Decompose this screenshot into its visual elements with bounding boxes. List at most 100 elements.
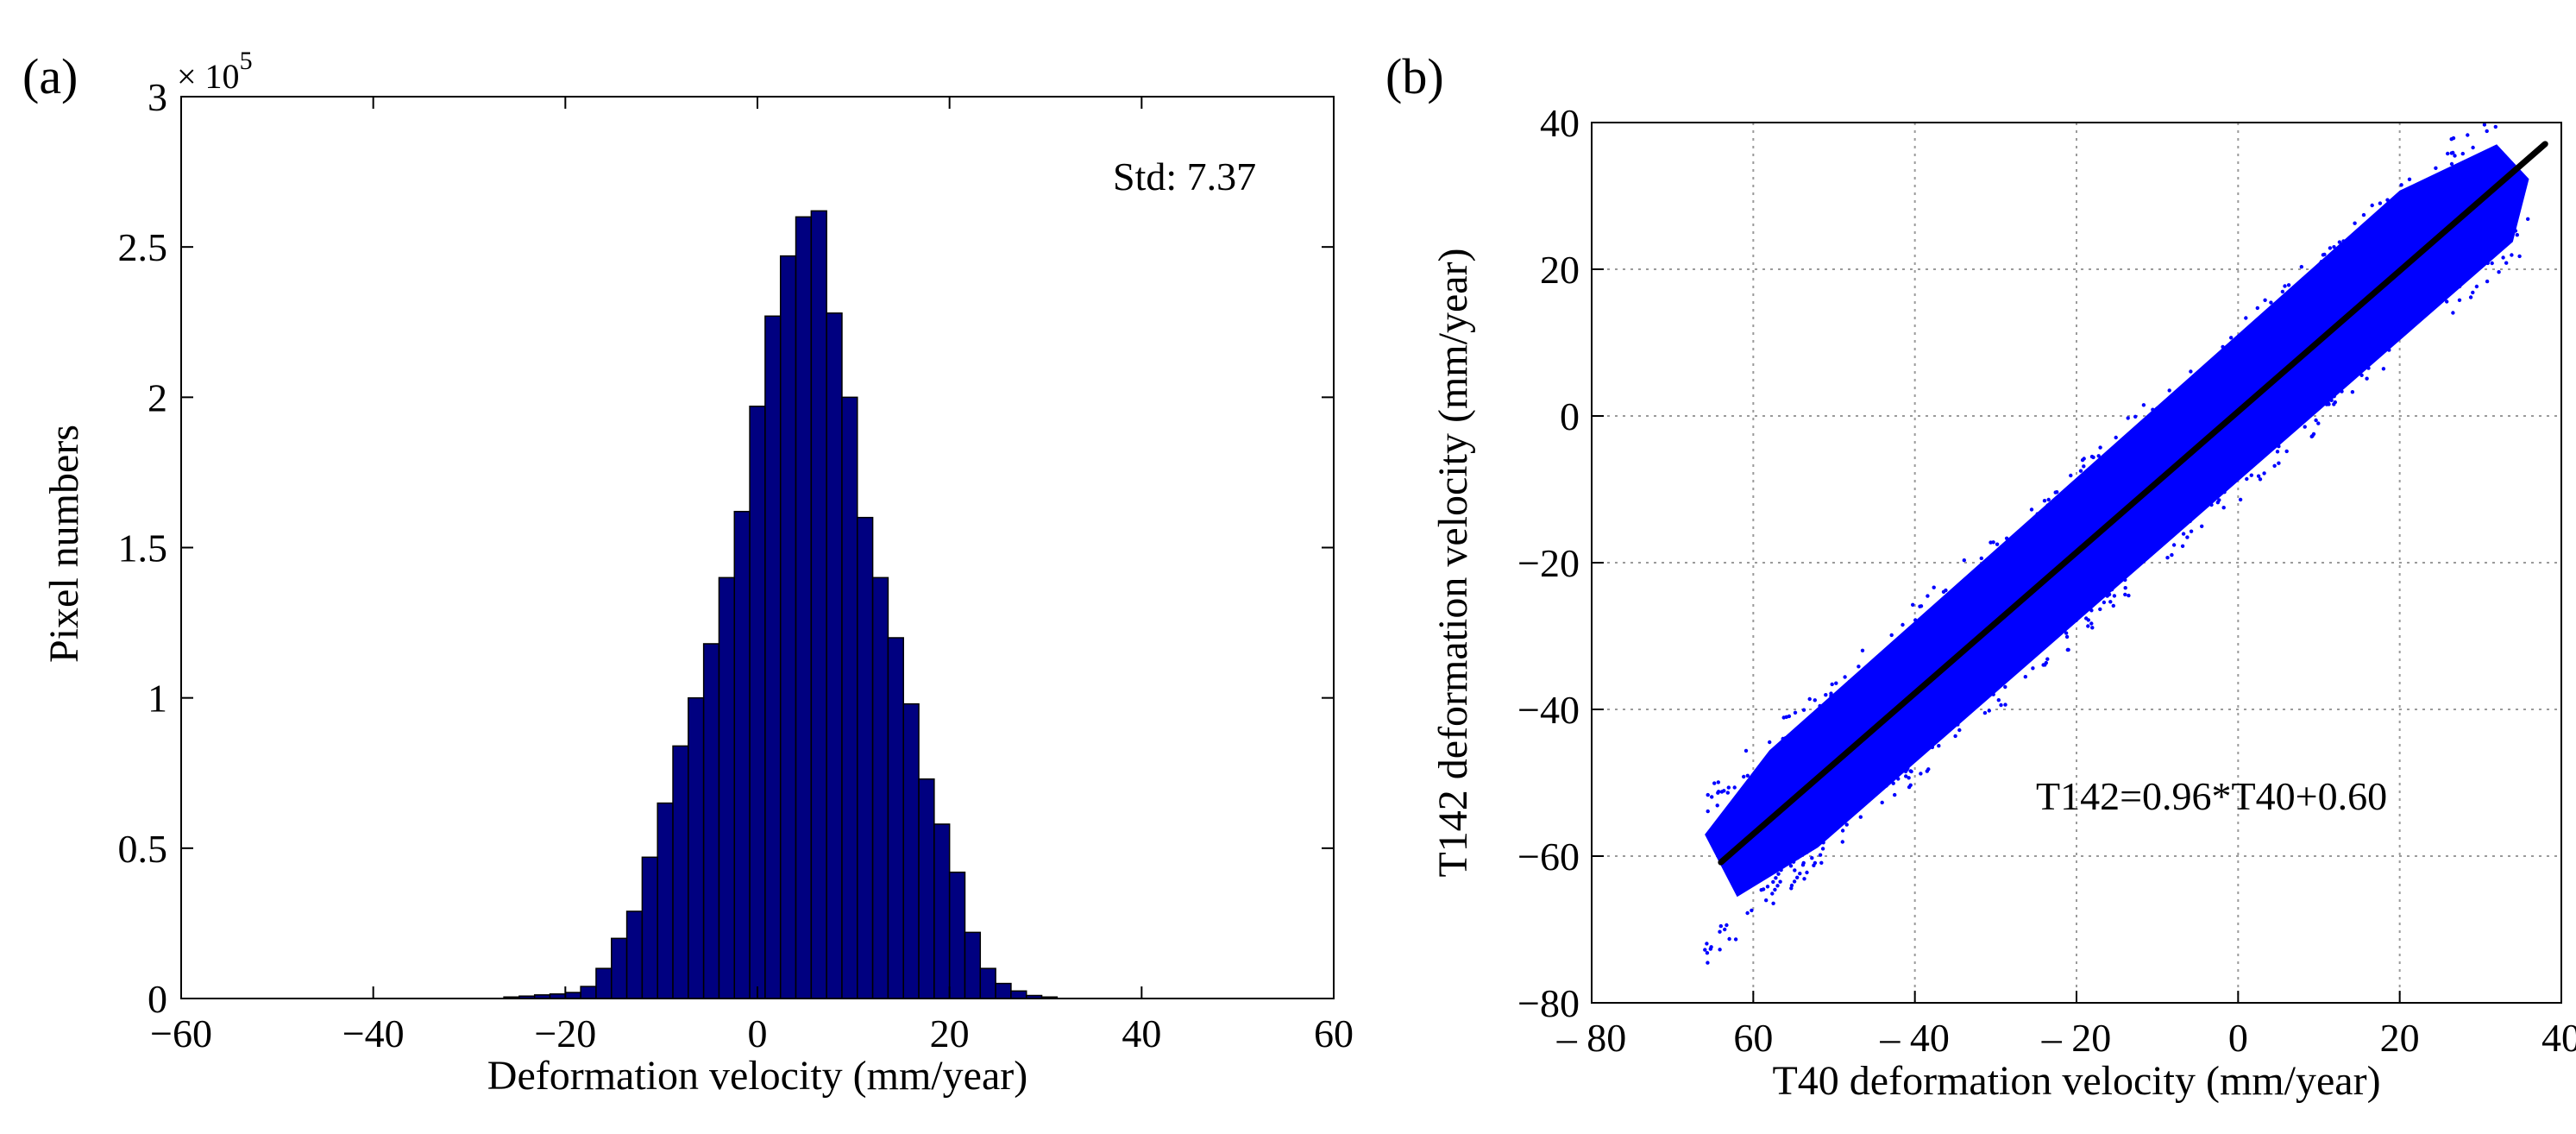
scatter-point xyxy=(1821,841,1825,845)
y-tick-label: 0.5 xyxy=(118,827,168,871)
scatter-point xyxy=(2133,430,2139,435)
histogram-bar xyxy=(902,702,920,999)
scatter-point xyxy=(2096,454,2101,458)
scatter-point xyxy=(2387,338,2391,343)
y-tick-label: −60 xyxy=(1517,835,1580,879)
scatter-point xyxy=(2315,264,2320,269)
scatter-point xyxy=(1706,961,1710,965)
scatter-point xyxy=(2107,592,2112,596)
scatter-point xyxy=(2470,117,2473,120)
scatter-point xyxy=(2046,497,2051,502)
scatter-point xyxy=(1726,785,1731,790)
scatter-point xyxy=(1797,852,1801,856)
scatter-point xyxy=(2387,348,2391,352)
x-axis-label-a: Deformation velocity (mm/year) xyxy=(487,1053,1027,1099)
scatter-point xyxy=(2283,284,2287,288)
scatter-point xyxy=(2253,321,2258,325)
scatter-point xyxy=(2170,552,2174,558)
scatter-point xyxy=(2490,261,2494,266)
scatter-point xyxy=(1996,698,2001,702)
scatter-point xyxy=(2324,259,2328,264)
scatter-point xyxy=(1887,774,1891,778)
histogram-bar xyxy=(918,778,935,999)
scatter-point xyxy=(2453,154,2457,158)
scatter-point xyxy=(1926,767,1931,772)
scatter-point xyxy=(1840,828,1845,833)
scatter-point xyxy=(2247,337,2252,341)
scatter-point xyxy=(1802,877,1806,881)
y-tick-label: 2.5 xyxy=(118,225,168,269)
scatter-point xyxy=(1907,776,1911,780)
scatter-point xyxy=(2188,519,2192,524)
scatter-point xyxy=(2415,316,2419,320)
scatter-point xyxy=(2352,246,2356,250)
y-tick-label: 40 xyxy=(1540,101,1580,145)
histogram-bar xyxy=(826,312,843,999)
scatter-point xyxy=(2457,284,2462,289)
scatter-point xyxy=(2117,446,2121,450)
scatter-point xyxy=(2098,607,2102,612)
scatter-point xyxy=(2081,611,2085,615)
scatter-point xyxy=(2208,372,2214,376)
scatter-point xyxy=(1830,682,1834,687)
scatter-point xyxy=(2233,350,2238,355)
scatter-point xyxy=(1898,640,1902,646)
scatter-point xyxy=(1764,898,1769,903)
scatter-point xyxy=(2322,252,2327,257)
scatter-point xyxy=(2510,253,2514,257)
scatter-point xyxy=(2227,351,2232,356)
scatter-point xyxy=(2523,77,2526,80)
scatter-point xyxy=(2167,388,2171,393)
scatter-point xyxy=(2511,230,2516,234)
scatter-point xyxy=(1779,867,1783,873)
scatter-point xyxy=(1893,792,1897,797)
scatter-point xyxy=(1819,860,1824,865)
scatter-point xyxy=(2141,403,2146,407)
scatter-point xyxy=(1859,671,1863,675)
scatter-point xyxy=(2326,400,2330,405)
scatter-point xyxy=(2341,239,2346,243)
scatter-point xyxy=(2411,194,2416,199)
y-scale-multiplier: × 105 xyxy=(177,47,253,96)
scatter-point xyxy=(2526,217,2530,221)
scatter-point xyxy=(1815,835,1819,840)
y-tick-label: 2 xyxy=(148,375,167,419)
y-tick-label: −80 xyxy=(1517,981,1580,1025)
scatter-point xyxy=(2332,394,2336,399)
histogram-bar xyxy=(933,823,951,999)
scatter-point xyxy=(2221,506,2226,510)
scatter-point xyxy=(1805,870,1809,875)
scatter-point xyxy=(2029,527,2033,532)
scatter-point xyxy=(2367,228,2372,233)
scatter-point xyxy=(1855,807,1860,811)
scatter-point xyxy=(1904,774,1908,778)
y-tick-label: 20 xyxy=(1540,248,1580,292)
histogram-bar xyxy=(641,856,658,999)
scatter-point xyxy=(1859,799,1863,803)
scatter-point xyxy=(2123,592,2127,597)
scatter-panel: (b) – 80 60 – 40 – 20 0 20 40 −80 −60 −40 −20 0 20 40… xyxy=(1385,48,2576,1104)
scatter-point xyxy=(1919,604,1924,608)
scatter-point xyxy=(2165,556,2170,560)
scatter-point xyxy=(2427,304,2431,309)
scatter-point xyxy=(2245,476,2249,482)
scatter-point xyxy=(2407,177,2412,181)
scatter-point xyxy=(1991,692,1995,696)
histogram-bar xyxy=(657,802,674,999)
x-tick-label: 20 xyxy=(930,1011,970,1055)
x-tick-label: – 40 xyxy=(1879,1016,1950,1060)
scatter-point xyxy=(1991,540,1995,545)
scatter-point xyxy=(1765,885,1770,889)
histogram-ticks: −60 −40 −20 0 20 40 60 0 0.5 1 1.5 2 2.5 3 xyxy=(118,75,1354,1055)
scatter-point xyxy=(2496,114,2499,117)
scatter-point xyxy=(2342,255,2347,259)
histogram-bar xyxy=(580,986,597,999)
scatter-point xyxy=(2263,298,2267,302)
scatter-point xyxy=(2256,456,2261,461)
scatter-point xyxy=(2519,99,2523,103)
scatter-point xyxy=(2385,198,2390,202)
scatter-point xyxy=(2123,586,2127,590)
scatter-point xyxy=(2003,702,2007,707)
x-tick-label: −40 xyxy=(342,1011,405,1055)
scatter-point xyxy=(2112,583,2116,589)
